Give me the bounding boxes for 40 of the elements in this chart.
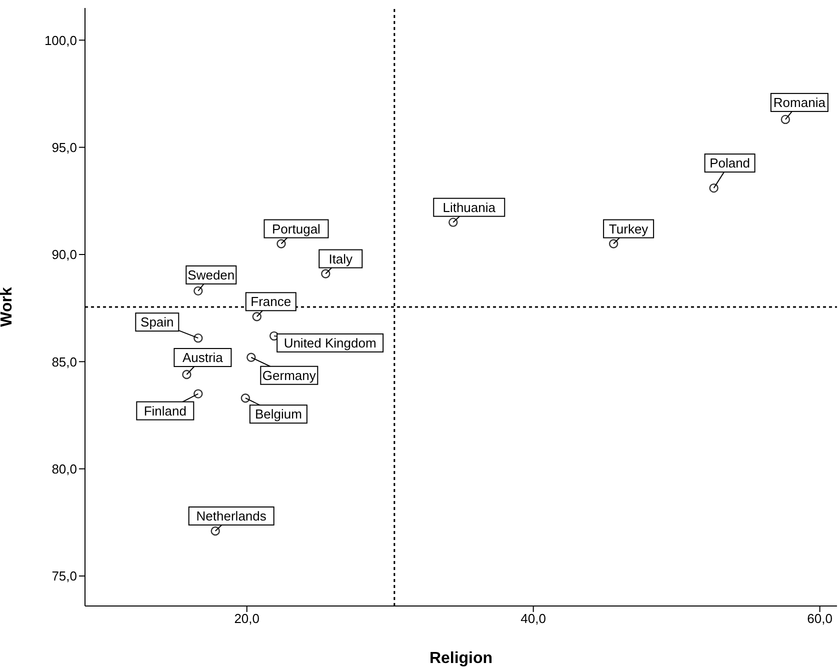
point	[780, 114, 790, 124]
point	[608, 239, 618, 248]
y-tick-label: 75,0	[52, 568, 77, 584]
x-axis-title: Religion	[429, 650, 493, 667]
point	[182, 370, 192, 380]
annotation: Turkey	[608, 221, 649, 236]
y-tick-label: 85,0	[52, 354, 77, 370]
x-tick-label: 40,0	[520, 611, 546, 626]
y-tick-label: 80,0	[52, 461, 77, 476]
annotation: Romania	[773, 94, 826, 110]
point	[246, 352, 256, 362]
annotation: Belgium	[254, 406, 302, 422]
annotation: Lithuania	[442, 200, 496, 215]
point	[194, 286, 203, 296]
point	[210, 526, 220, 536]
annotation: Spain	[140, 314, 174, 330]
annotation: Sweden	[188, 267, 235, 282]
annotation: Finland	[144, 403, 186, 418]
y-axis-title: Work	[0, 287, 16, 327]
annotation: Poland	[710, 156, 750, 171]
x-tick-label: 20,0	[234, 611, 260, 626]
point	[240, 393, 250, 403]
point	[321, 269, 330, 278]
point	[194, 389, 203, 398]
annotation: France	[250, 294, 292, 310]
point	[448, 218, 458, 227]
annotation: Italy	[328, 251, 354, 266]
point	[709, 183, 718, 193]
y-tick-label: 100,0	[44, 32, 77, 48]
annotation: Portugal	[272, 221, 321, 236]
annotation: United Kingdom	[284, 335, 376, 350]
annotation: Netherlands	[196, 508, 267, 524]
y-tick-label: 90,0	[52, 247, 77, 262]
annotation: Germany	[262, 368, 316, 383]
point	[276, 239, 286, 248]
annotation: Austria	[182, 350, 224, 366]
point	[252, 312, 262, 322]
x-tick-label: 60,0	[807, 611, 832, 626]
point	[194, 333, 203, 343]
y-tick-label: 95,0	[52, 140, 77, 155]
